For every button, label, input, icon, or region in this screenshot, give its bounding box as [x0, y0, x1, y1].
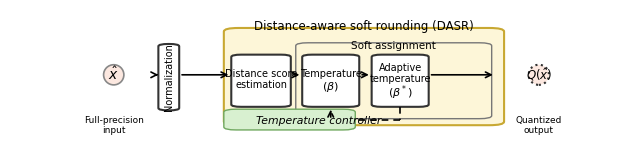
FancyBboxPatch shape — [224, 109, 355, 130]
Text: $(\beta^*)$: $(\beta^*)$ — [388, 83, 413, 102]
Text: Temperature: Temperature — [300, 69, 362, 79]
FancyBboxPatch shape — [231, 55, 291, 107]
Text: Quantized
output: Quantized output — [516, 116, 562, 135]
Ellipse shape — [104, 65, 124, 85]
Text: Distance-aware soft rounding (DASR): Distance-aware soft rounding (DASR) — [254, 20, 474, 33]
FancyBboxPatch shape — [296, 43, 492, 119]
FancyBboxPatch shape — [372, 55, 429, 107]
Text: $(\beta)$: $(\beta)$ — [323, 80, 339, 94]
Text: $\hat{x}$: $\hat{x}$ — [108, 66, 119, 83]
Text: Soft assignment: Soft assignment — [351, 41, 436, 51]
Text: Normalization: Normalization — [164, 43, 174, 111]
Text: Adaptive
temperature: Adaptive temperature — [369, 63, 431, 84]
Text: Distance score
estimation: Distance score estimation — [225, 69, 297, 90]
Text: Full-precision
input: Full-precision input — [84, 116, 143, 135]
FancyBboxPatch shape — [158, 44, 179, 110]
Text: Temperature controller: Temperature controller — [256, 116, 381, 126]
Text: $Q(\hat{x})$: $Q(\hat{x})$ — [525, 66, 552, 83]
FancyBboxPatch shape — [302, 55, 359, 107]
Ellipse shape — [529, 65, 549, 85]
FancyBboxPatch shape — [224, 28, 504, 125]
